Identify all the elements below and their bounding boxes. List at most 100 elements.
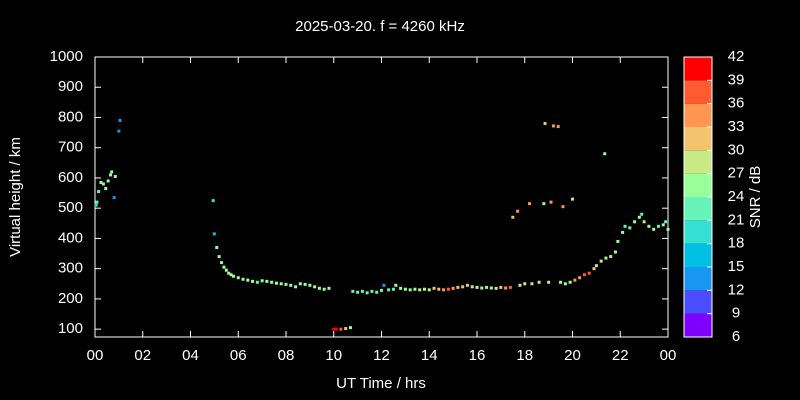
point [656,224,660,228]
colorbar-tick-label: 18 [728,235,745,252]
colorbar-tick-label: 15 [728,258,745,275]
point [104,187,108,191]
point [327,286,331,290]
point [418,288,422,292]
point [317,286,321,290]
point [628,226,632,230]
point [594,264,598,268]
point [101,182,105,186]
point [432,286,436,290]
point [391,287,395,291]
point [380,288,383,292]
point [470,285,474,289]
colorbar-segment [684,197,712,221]
point [370,289,374,293]
point [251,279,255,283]
point [313,285,317,289]
colorbar-segment [684,313,712,337]
point [112,196,116,200]
point [461,285,465,289]
x-tick-label: 00 [660,347,677,364]
point [231,274,235,278]
colorbar-tick-label: 6 [732,328,740,345]
point [99,180,103,184]
point [348,326,352,330]
point [294,285,298,289]
colorbar-tick-label: 21 [728,211,745,228]
point [270,280,274,284]
point [592,267,596,271]
x-axis-label: UT Time / hrs [336,375,426,392]
point [582,273,586,277]
point [236,276,240,280]
x-tick-label: 00 [87,347,104,364]
point [494,286,498,290]
colorbar-segment [684,103,712,127]
point [633,220,637,224]
chart-title: 2025-03-20. f = 4260 kHz [295,18,465,35]
point [549,200,553,204]
point [399,286,403,290]
point [106,179,110,183]
x-tick-label: 04 [182,347,199,364]
point [224,268,228,272]
point [661,223,665,227]
point [652,227,656,231]
point [561,205,565,209]
point [578,276,582,280]
point [94,203,98,207]
point [255,280,259,284]
point [274,281,278,285]
point [211,199,215,203]
point [95,200,99,204]
y-tick-label: 800 [58,108,83,125]
point [109,173,113,177]
point [217,255,221,259]
point [222,265,226,269]
point [339,327,343,331]
colorbar-segment [684,127,712,151]
point [571,197,574,201]
point [394,283,398,287]
point [528,202,532,206]
point [456,285,460,289]
point [408,288,412,292]
point [360,289,364,293]
point [616,239,620,243]
point [260,279,264,283]
point [604,256,608,260]
point [480,286,484,290]
y-tick-label: 100 [58,320,83,337]
colorbar-segment [684,173,712,197]
point [227,271,231,275]
point [322,287,326,291]
point [284,282,288,286]
colorbar-segment [684,80,712,104]
x-tick-label: 14 [421,347,438,364]
point [387,288,391,292]
x-tick-label: 12 [373,347,390,364]
point [642,220,646,224]
point [220,261,224,265]
plot-border [94,56,669,338]
point [298,282,302,286]
point [568,280,572,284]
point [241,277,245,281]
x-tick-label: 16 [469,347,486,364]
point [489,286,493,290]
y-tick-label: 600 [58,169,83,186]
point [442,288,446,292]
point [563,282,567,286]
point [475,285,479,289]
point [117,129,121,133]
x-tick-label: 02 [134,347,151,364]
point [603,152,607,156]
colorbar-tick-label: 30 [728,141,745,158]
point [666,227,670,231]
point [246,278,250,282]
point [422,287,426,291]
colorbar-segment [684,57,712,81]
point [308,283,312,287]
x-tick-label: 18 [516,347,533,364]
